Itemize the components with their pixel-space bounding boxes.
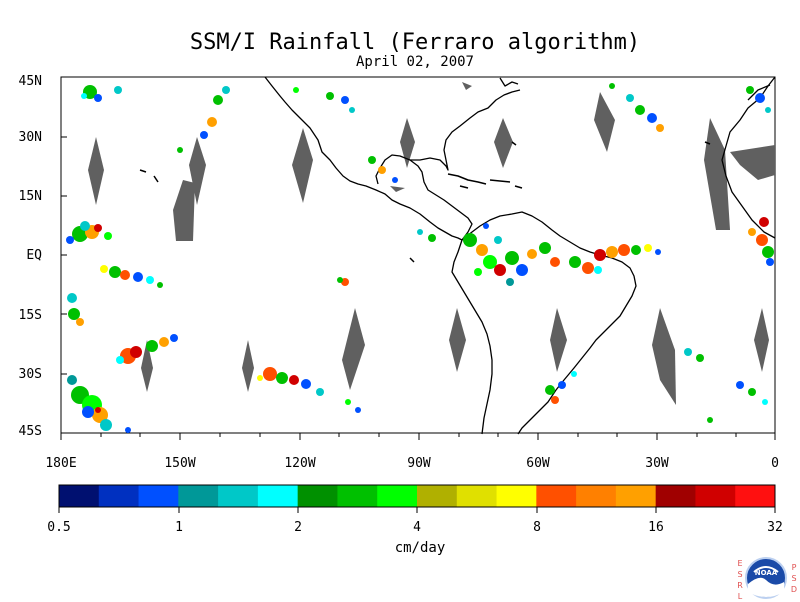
rain-patch (116, 334, 178, 364)
swath (594, 92, 615, 152)
swath (88, 137, 104, 205)
colorbar-cell (297, 485, 338, 507)
swath (462, 82, 472, 90)
lon-label-180e: 180E (45, 456, 77, 471)
swath (189, 137, 206, 205)
rain-patch (746, 86, 771, 113)
swath (494, 118, 513, 168)
colorbar-cell (417, 485, 458, 507)
colorbar-label-32: 32 (767, 520, 783, 535)
lon-label-60w: 60W (526, 456, 550, 471)
lat-label-45s: 45S (18, 424, 42, 439)
rain-patch (609, 83, 664, 132)
rain-patch (337, 277, 349, 286)
rain-patch (684, 348, 768, 423)
map-title: SSM/I Rainfall (Ferraro algorithm) (189, 30, 641, 55)
colorbar-cell (98, 485, 140, 507)
colorbar-cell (536, 485, 577, 507)
swath (242, 340, 254, 392)
rain-patch (569, 244, 661, 274)
colorbar-cell (59, 485, 100, 507)
colorbar-cell (496, 485, 537, 507)
noaa-logo: NOAA (745, 557, 787, 599)
colorbar-cell (456, 485, 498, 507)
lon-label-120w: 120W (284, 456, 316, 471)
lon-label-30w: 30W (645, 456, 669, 471)
colorbar-label-0.5: 0.5 (47, 520, 71, 535)
colorbar-cell (337, 485, 378, 507)
rain-patch (293, 87, 355, 113)
colorbar-label-1: 1 (175, 520, 183, 535)
lon-label-150w: 150W (164, 456, 196, 471)
lat-label-30n: 30N (18, 130, 42, 145)
colorbar-cell (257, 485, 299, 507)
swath (141, 340, 153, 392)
swath (730, 145, 775, 180)
lat-label-15n: 15N (18, 189, 42, 204)
colorbar-cell (655, 485, 696, 507)
rainfall-patches (66, 83, 774, 433)
colorbar-label-16: 16 (648, 520, 664, 535)
lon-label-90w: 90W (407, 456, 431, 471)
swath (704, 118, 730, 230)
map-frame (60, 76, 776, 434)
swath (652, 308, 676, 405)
rain-patch (67, 375, 131, 433)
colorbar-unit: cm/day (394, 540, 446, 556)
colorbar-cell (178, 485, 219, 507)
rain-patch (66, 221, 112, 244)
colorbar-label-2: 2 (294, 520, 302, 535)
rain-patch (177, 86, 230, 153)
colorbar-cell (576, 485, 617, 507)
swath (449, 308, 466, 372)
colorbar-cell (695, 485, 736, 507)
colorbar-cell (218, 485, 259, 507)
lat-label-eq: EQ (26, 248, 42, 263)
colorbar-cell (735, 485, 776, 507)
noaa-logo-text: NOAA (755, 569, 778, 577)
lat-label-15s: 15S (18, 308, 42, 323)
swath (754, 308, 769, 372)
swath (550, 308, 567, 372)
lon-ticks (60, 433, 776, 440)
lat-ticks (61, 76, 67, 434)
swath (173, 180, 195, 241)
lon-label-0: 0 (771, 456, 779, 471)
rain-patch (463, 223, 560, 286)
colorbar-cell (615, 485, 657, 507)
colorbar (59, 485, 776, 507)
rain-patch (100, 265, 163, 288)
colorbar-cell (138, 485, 179, 507)
rain-patch (81, 85, 122, 102)
rain-patch (257, 367, 361, 413)
rain-patch (748, 217, 774, 266)
rain-patch (368, 156, 436, 242)
colorbar-ticks (58, 507, 776, 513)
swath (390, 186, 405, 192)
no-data-swaths (88, 82, 775, 405)
swath (342, 308, 365, 390)
swath (292, 128, 313, 203)
map-date: April 02, 2007 (355, 54, 474, 70)
colorbar-cell (377, 485, 418, 507)
rain-patch (67, 293, 84, 326)
colorbar-label-8: 8 (533, 520, 541, 535)
lat-label-30s: 30S (18, 367, 42, 382)
swath (400, 118, 415, 168)
rain-patch (545, 371, 577, 404)
lat-label-45n: 45N (18, 74, 42, 89)
colorbar-label-4: 4 (413, 520, 421, 535)
